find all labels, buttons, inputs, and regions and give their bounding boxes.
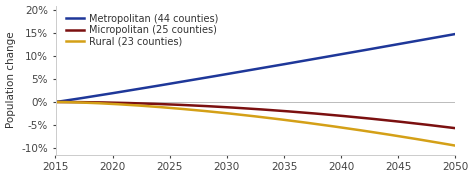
- Metropolitan (44 counties): [245, 69, 251, 72]
- Rural (23 counties): [443, 143, 448, 145]
- Metropolitan (44 counties): [269, 65, 274, 67]
- Rural (23 counties): [243, 114, 248, 116]
- Micropolitan (25 counties): [380, 119, 386, 121]
- Line: Metropolitan (44 counties): Metropolitan (44 counties): [55, 34, 456, 102]
- Line: Micropolitan (25 counties): Micropolitan (25 counties): [55, 102, 456, 128]
- Rural (23 counties): [269, 117, 274, 119]
- Line: Rural (23 counties): Rural (23 counties): [55, 102, 456, 146]
- Micropolitan (25 counties): [245, 108, 251, 110]
- Micropolitan (25 counties): [443, 126, 448, 128]
- Micropolitan (25 counties): [269, 109, 274, 111]
- Rural (23 counties): [245, 114, 251, 117]
- Metropolitan (44 counties): [453, 33, 458, 35]
- Micropolitan (25 counties): [53, 101, 58, 103]
- Rural (23 counties): [53, 101, 58, 103]
- Legend: Metropolitan (44 counties), Micropolitan (25 counties), Rural (23 counties): Metropolitan (44 counties), Micropolitan…: [64, 12, 220, 49]
- Y-axis label: Population change: Population change: [6, 32, 16, 129]
- Metropolitan (44 counties): [53, 101, 58, 103]
- Rural (23 counties): [291, 120, 296, 122]
- Micropolitan (25 counties): [291, 111, 296, 113]
- Rural (23 counties): [380, 133, 386, 135]
- Metropolitan (44 counties): [443, 35, 448, 37]
- Metropolitan (44 counties): [243, 70, 248, 72]
- Micropolitan (25 counties): [453, 127, 458, 129]
- Metropolitan (44 counties): [380, 46, 386, 48]
- Micropolitan (25 counties): [243, 107, 248, 109]
- Metropolitan (44 counties): [291, 62, 296, 64]
- Rural (23 counties): [453, 145, 458, 147]
